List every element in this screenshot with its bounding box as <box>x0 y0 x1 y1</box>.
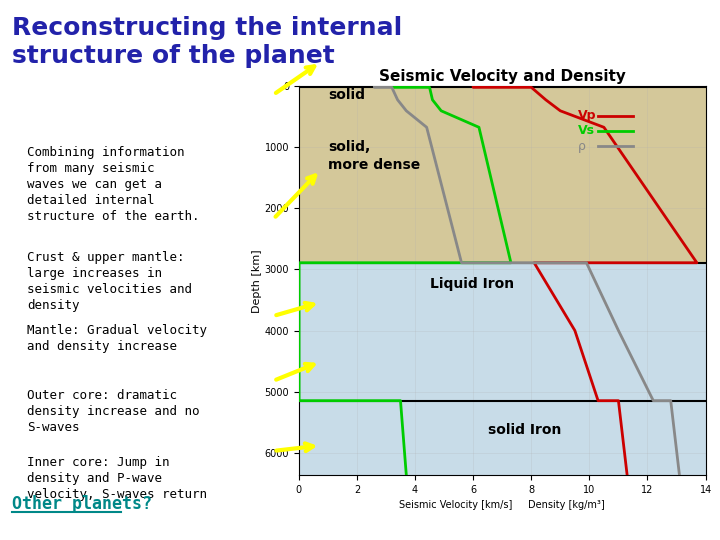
Text: Liquid Iron: Liquid Iron <box>430 277 513 291</box>
Text: solid,
more dense: solid, more dense <box>328 140 420 172</box>
X-axis label: Seismic Velocity [km/s]     Density [kg/m³]: Seismic Velocity [km/s] Density [kg/m³] <box>400 501 605 510</box>
Title: Seismic Velocity and Density: Seismic Velocity and Density <box>379 69 626 84</box>
Text: Inner core: Jump in
density and P-wave
velocity, S-waves return: Inner core: Jump in density and P-wave v… <box>27 456 207 501</box>
Text: Combining information
from many seismic
waves we can get a
detailed internal
str: Combining information from many seismic … <box>27 146 199 223</box>
Text: solid Iron: solid Iron <box>487 423 561 437</box>
Y-axis label: Depth [km]: Depth [km] <box>252 249 261 313</box>
Text: Mantle: Gradual velocity
and density increase: Mantle: Gradual velocity and density inc… <box>27 324 207 353</box>
Text: ρ: ρ <box>577 140 585 153</box>
Text: Other planets?: Other planets? <box>12 495 152 513</box>
Text: Outer core: dramatic
density increase and no
S-waves: Outer core: dramatic density increase an… <box>27 389 199 434</box>
Text: Vp: Vp <box>577 109 596 122</box>
Text: Vs: Vs <box>577 124 595 138</box>
Text: Crust & upper mantle:
large increases in
seismic velocities and
density: Crust & upper mantle: large increases in… <box>27 251 192 312</box>
Text: Reconstructing the internal
structure of the planet: Reconstructing the internal structure of… <box>12 16 402 68</box>
Bar <box>299 86 706 263</box>
Text: solid: solid <box>328 87 365 102</box>
